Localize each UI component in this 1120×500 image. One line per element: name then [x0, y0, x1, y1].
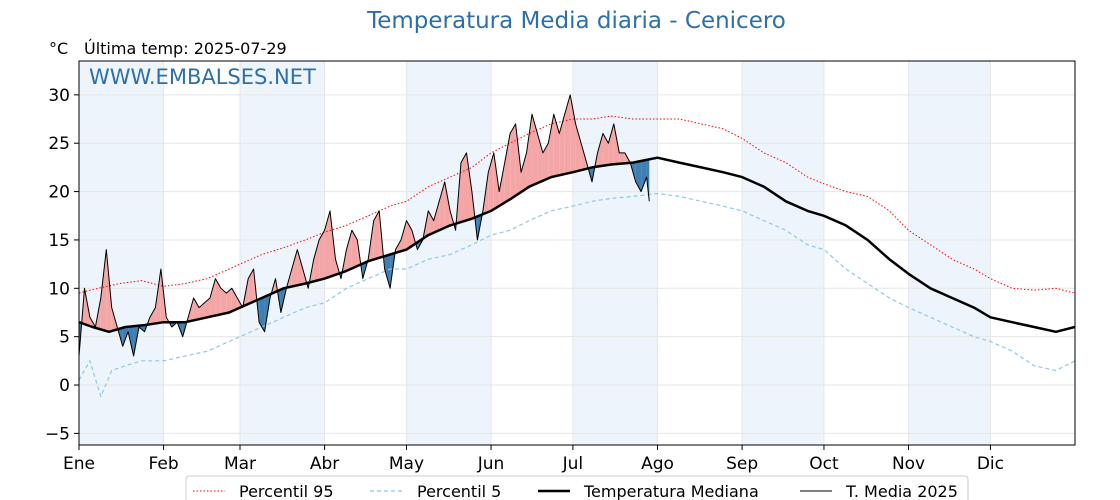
above-median-fill [313, 239, 320, 282]
y-tick-label: 25 [48, 134, 70, 154]
last-temp-label: Última temp: 2025-07-29 [84, 39, 287, 58]
legend-label-current: T. Media 2025 [845, 482, 958, 500]
legend-box [185, 475, 969, 500]
above-median-fill [597, 133, 603, 167]
above-median-fill [100, 249, 107, 332]
above-median-fill [226, 288, 232, 314]
above-median-fill [581, 143, 587, 171]
y-tick-label: 30 [48, 86, 70, 106]
above-median-fill [149, 307, 156, 325]
month-band [572, 61, 658, 445]
below-median-fill [384, 254, 391, 289]
x-tick-label: Jul [562, 454, 584, 474]
above-median-fill [439, 181, 445, 231]
above-median-fill [220, 288, 227, 315]
above-median-fill [373, 210, 380, 260]
watermark: WWW.EMBALSES.NET [89, 65, 316, 89]
series-line-p95 [79, 115, 1075, 294]
above-median-fill [209, 278, 216, 317]
below-median-fill [259, 296, 265, 332]
series-line-current [79, 94, 650, 357]
above-median-fill [526, 114, 532, 189]
above-median-fill [346, 230, 352, 271]
chart-title: Temperatura Media diaria - Cenicero [367, 8, 786, 34]
x-tick-label: Feb [149, 454, 179, 474]
x-tick-label: Mar [224, 454, 256, 474]
above-median-fill [215, 278, 221, 316]
month-band [742, 61, 824, 445]
legend-label-p95: Percentil 95 [239, 482, 334, 500]
x-tick-label: Ene [63, 454, 95, 474]
above-median-fill [297, 249, 303, 286]
above-median-fill [193, 297, 200, 321]
x-axis: Ene Feb Mar Abr May Jun Jul Ago Sep Oct Nov Dic [63, 445, 1004, 474]
x-tick-label: Oct [809, 454, 839, 474]
above-median-fill [570, 94, 576, 173]
y-axis: −5 0 5 10 15 20 25 30 [45, 86, 79, 444]
above-median-fill [291, 249, 298, 287]
above-median-fill [433, 201, 440, 233]
y-unit-label: °C [49, 39, 69, 58]
series-lines [79, 94, 1075, 398]
above-median-fill [521, 152, 527, 193]
x-tick-label: Jun [477, 454, 505, 474]
above-median-fill [619, 152, 625, 164]
above-median-fill [542, 143, 549, 181]
above-median-fill [575, 123, 582, 172]
month-band [79, 61, 164, 445]
month-band [908, 61, 991, 445]
month-bands [79, 61, 991, 445]
y-tick-label: 20 [48, 183, 70, 203]
legend-label-median: Temperatura Mediana [583, 482, 759, 500]
above-median-fill [204, 297, 210, 318]
series-line-median [79, 156, 1075, 334]
above-median-fill [548, 114, 554, 179]
above-median-fill [155, 268, 161, 324]
x-tick-label: Ago [641, 454, 674, 474]
y-tick-label: 15 [48, 231, 70, 251]
above-median-fill [608, 123, 614, 165]
above-median-fill [504, 133, 511, 203]
above-median-fill [351, 230, 358, 269]
series-line-p5 [79, 192, 1075, 398]
legend: Percentil 95 Percentil 5 Temperatura Med… [185, 475, 969, 500]
below-median-fill [646, 159, 650, 202]
above-median-fill [564, 94, 571, 175]
above-median-fill [428, 210, 434, 236]
deviation-fills [79, 94, 650, 357]
above-median-fill [510, 123, 516, 200]
x-tick-label: Sep [726, 454, 758, 474]
above-median-fill [231, 288, 238, 312]
y-tick-label: 0 [59, 376, 70, 396]
month-band [239, 61, 325, 445]
above-median-fill [248, 268, 254, 305]
below-median-fill [641, 159, 647, 192]
above-median-fill [319, 230, 325, 281]
y-tick-label: 5 [59, 328, 70, 348]
x-tick-label: Abr [310, 454, 339, 474]
plot-frame [78, 60, 1076, 446]
above-median-fill [444, 181, 451, 228]
legend-label-p5: Percentil 5 [417, 482, 501, 500]
month-band [406, 61, 492, 445]
above-median-fill [499, 162, 505, 206]
above-median-fill [461, 152, 467, 223]
above-median-fill [493, 152, 500, 210]
y-tick-label: −5 [45, 424, 70, 444]
above-median-fill [400, 220, 407, 252]
x-tick-label: Nov [892, 454, 925, 474]
above-median-fill [537, 133, 543, 184]
above-median-fill [466, 152, 472, 221]
x-tick-label: May [389, 454, 424, 474]
x-tick-label: Dic [977, 454, 1004, 474]
above-median-fill [515, 123, 522, 196]
y-tick-label: 10 [48, 279, 70, 299]
above-median-fill [324, 210, 331, 279]
above-median-fill [106, 249, 112, 332]
